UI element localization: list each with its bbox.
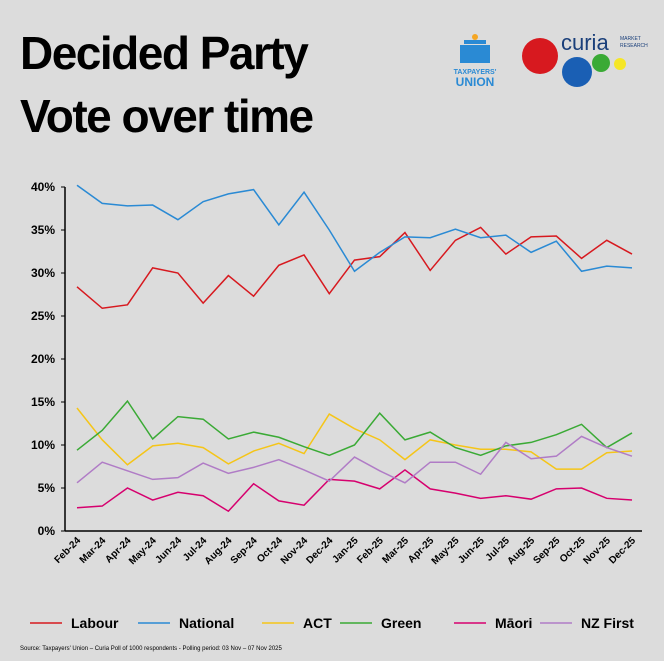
x-tick-label: Feb-25 <box>355 535 386 566</box>
y-tick-label: 40% <box>31 180 55 194</box>
series-line <box>76 399 633 457</box>
y-tick-label: 5% <box>38 481 56 495</box>
legend-label: ACT <box>303 615 332 631</box>
curia-logo: curia MARKET RESEARCH <box>522 30 648 87</box>
x-tick-label: May-24 <box>127 535 159 567</box>
legend-label: NZ First <box>581 615 634 631</box>
x-tick-label: Aug-24 <box>203 535 235 567</box>
x-tick-label: Feb-24 <box>53 535 84 566</box>
x-tick-label: Nov-25 <box>582 535 614 567</box>
logo-circle <box>522 38 558 74</box>
source: Source: Taxpayers' Union – Curia Poll of… <box>20 646 283 652</box>
legend-label: Labour <box>71 615 119 631</box>
legend-label: Green <box>381 615 421 631</box>
y-tick-label: 35% <box>31 223 55 237</box>
series-line <box>76 407 633 470</box>
legend-label: National <box>179 615 234 631</box>
logo-text: curia <box>561 30 609 55</box>
logo-roof <box>464 40 486 44</box>
legend-label: Māori <box>495 615 532 631</box>
series-line <box>76 435 633 484</box>
series-line <box>76 469 633 513</box>
series-line <box>76 184 633 273</box>
logo-circle <box>562 57 592 87</box>
logo-text: TAXPAYERS' <box>454 69 497 76</box>
x-tick-label: Dec-25 <box>607 535 638 566</box>
x-tick-label: Sep-25 <box>531 535 562 566</box>
x-tick-label: Jan-25 <box>330 535 360 565</box>
taxpayers-union-logo: TAXPAYERS' UNION <box>454 34 497 89</box>
x-tick-label: Dec-24 <box>304 535 335 566</box>
logo-text: MARKET <box>620 36 641 42</box>
logo-text: UNION <box>456 75 495 89</box>
logo-text: RESEARCH <box>620 43 648 49</box>
x-tick-label: Jun-25 <box>456 535 487 566</box>
y-tick-label: 30% <box>31 266 55 280</box>
x-tick-label: Sep-24 <box>229 535 260 566</box>
x-tick-label: Jun-24 <box>153 535 184 566</box>
chart-title: Decided Party Vote over time <box>20 27 314 142</box>
x-tick-label: Aug-25 <box>505 535 537 567</box>
y-tick-label: 20% <box>31 352 55 366</box>
logo-circle <box>614 58 626 70</box>
y-tick-label: 25% <box>31 309 55 323</box>
x-tick-label: Mar-24 <box>78 535 109 566</box>
logo-building <box>460 45 490 63</box>
logo-dot <box>472 34 478 40</box>
x-tick-label: Mar-25 <box>380 535 411 566</box>
y-tick-label: 0% <box>38 524 56 538</box>
x-tick-label: May-25 <box>430 535 462 567</box>
y-tick-label: 10% <box>31 438 55 452</box>
logo-circle <box>592 54 610 72</box>
series-line <box>76 226 633 310</box>
y-tick-label: 15% <box>31 395 55 409</box>
x-tick-label: Nov-24 <box>279 535 311 567</box>
